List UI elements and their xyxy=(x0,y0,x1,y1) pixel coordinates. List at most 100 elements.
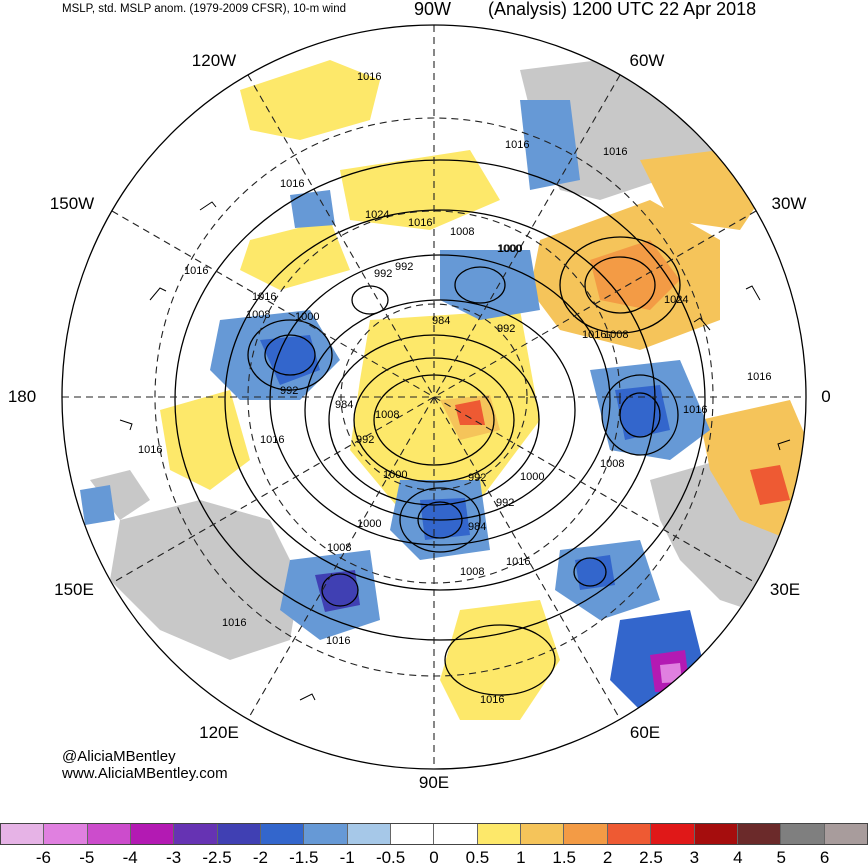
contour-label: 1000 xyxy=(498,243,522,255)
colorbar-swatch xyxy=(304,823,348,845)
contour-label: 1016 xyxy=(683,404,707,416)
lon-label-90e: 90E xyxy=(418,773,450,792)
anomaly-positive-north-pacific xyxy=(240,60,380,140)
contour-label: 1016 xyxy=(747,371,771,383)
contour-label: 1008 xyxy=(604,329,628,341)
colorbar-tick-label: 6 xyxy=(819,848,830,867)
anomaly-positive-pacific-low xyxy=(160,390,250,490)
wind-barb xyxy=(149,287,167,301)
colorbar-swatch xyxy=(0,823,45,845)
colorbar-tick-label: 1.5 xyxy=(552,848,577,867)
colorbar-tick-label: -5 xyxy=(79,848,95,867)
anomaly-positive-beaufort xyxy=(240,220,350,290)
anomaly-positive-canada xyxy=(340,150,500,230)
colorbar-swatch xyxy=(824,823,868,845)
contour-label: 1016 xyxy=(357,71,381,83)
anomaly-negative-alaska xyxy=(290,190,335,228)
lon-label-30w: 30W xyxy=(771,194,807,213)
colorbar-tick-label: -0.5 xyxy=(375,848,406,867)
colorbar-tick-label: -6 xyxy=(35,848,51,867)
colorbar-tick-label: -1 xyxy=(339,848,355,867)
contour-label: 984 xyxy=(468,521,486,533)
map-boundary xyxy=(61,24,807,770)
colorbar-swatch xyxy=(131,823,175,845)
contour-label: 1016 xyxy=(280,178,304,190)
colorbar-swatch xyxy=(564,823,608,845)
isobar-ring xyxy=(269,254,611,546)
colorbar-swatch xyxy=(651,823,695,845)
anomaly-negative-urals-core xyxy=(575,555,615,590)
isobar-low xyxy=(619,392,661,438)
anomaly-negative-bering-core xyxy=(260,335,320,385)
colorbar-swatch xyxy=(391,823,435,845)
wind-barb xyxy=(693,317,711,331)
land-alaska xyxy=(90,470,150,520)
contour-label: 992 xyxy=(496,497,514,509)
isobar-low xyxy=(247,319,333,391)
colorbar-swatch xyxy=(737,823,782,845)
lon-label-30e: 30E xyxy=(769,580,801,599)
anomaly-negative-caspian-peak xyxy=(660,663,682,683)
isobar-high xyxy=(559,236,681,334)
meridian-line xyxy=(111,210,757,584)
isobar-low xyxy=(264,334,316,376)
contour-label: 1024 xyxy=(664,294,688,306)
wind-barb xyxy=(777,439,791,451)
contour-label: 1016 xyxy=(582,329,606,341)
colorbar-swatch xyxy=(261,823,305,845)
colorbar-swatch xyxy=(44,823,88,845)
contour-label: 1016 xyxy=(252,291,276,303)
colorbar-swatch xyxy=(217,823,262,845)
wind-barb xyxy=(745,285,761,301)
contour-label: 1000 xyxy=(357,518,381,530)
colorbar-tick-label: 2 xyxy=(602,848,613,867)
contour-label: 1016 xyxy=(222,617,246,629)
isobar-high xyxy=(584,256,656,314)
contour-label: 1008 xyxy=(600,458,624,470)
contour-label: 1000 xyxy=(295,311,319,323)
colorbar-swatch xyxy=(694,823,738,845)
colorbar-swatch xyxy=(521,823,565,845)
lon-label-60w: 60W xyxy=(629,51,665,70)
contour-label: 1000 xyxy=(520,471,544,483)
isobar-low xyxy=(417,501,463,539)
contour-label: 984 xyxy=(432,315,450,327)
isobar-low xyxy=(454,266,506,304)
land-asia xyxy=(110,500,300,660)
contour-label: 1016 xyxy=(260,434,284,446)
contour-label: 1016 xyxy=(408,217,432,229)
colorbar-tick-label: -3 xyxy=(166,848,182,867)
meridian-line xyxy=(247,74,621,720)
colorbar-swatch xyxy=(174,823,218,845)
contour-label: 1000 xyxy=(383,469,407,481)
colorbar-tick-label: 2.5 xyxy=(639,848,663,867)
meridian-line xyxy=(111,210,757,584)
colorbar-tick-label: -4 xyxy=(122,848,138,867)
wind-barb xyxy=(604,733,621,741)
anomaly-positive-europe-core xyxy=(750,465,790,505)
contour-label: 1008 xyxy=(460,566,484,578)
map-title: MSLP, std. MSLP anom. (1979-2009 CFSR), … xyxy=(62,3,347,15)
contour-label: 1016 xyxy=(138,444,162,456)
colorbar-tick-label: 5 xyxy=(776,848,786,867)
isobar-ring xyxy=(444,624,556,696)
colorbar-swatch xyxy=(87,823,132,845)
contour-label: 1008 xyxy=(246,309,270,321)
colorbar-tick-label: -2 xyxy=(252,848,268,867)
lon-label-0: 0 xyxy=(821,387,831,406)
lon-label-180: 180 xyxy=(7,387,37,406)
anomaly-negative-norway-core xyxy=(615,385,670,440)
isobar-ring xyxy=(304,299,576,521)
anomaly-negative-baffin xyxy=(520,100,580,190)
contour-label: 992 xyxy=(374,268,392,280)
colorbar-swatch xyxy=(781,823,825,845)
contour-label: 992 xyxy=(468,472,486,484)
contour-label: 984 xyxy=(335,399,353,411)
contour-label: 992 xyxy=(497,323,515,335)
contour-label: 992 xyxy=(395,261,413,273)
contour-label: 1016 xyxy=(505,139,529,151)
wind-barb xyxy=(299,693,316,701)
polar-map: 1016 1024 1016 1016 1008 992 1000 1008 9… xyxy=(61,24,807,770)
isobar-low xyxy=(321,573,359,607)
contour-label: 1000 xyxy=(497,243,521,255)
